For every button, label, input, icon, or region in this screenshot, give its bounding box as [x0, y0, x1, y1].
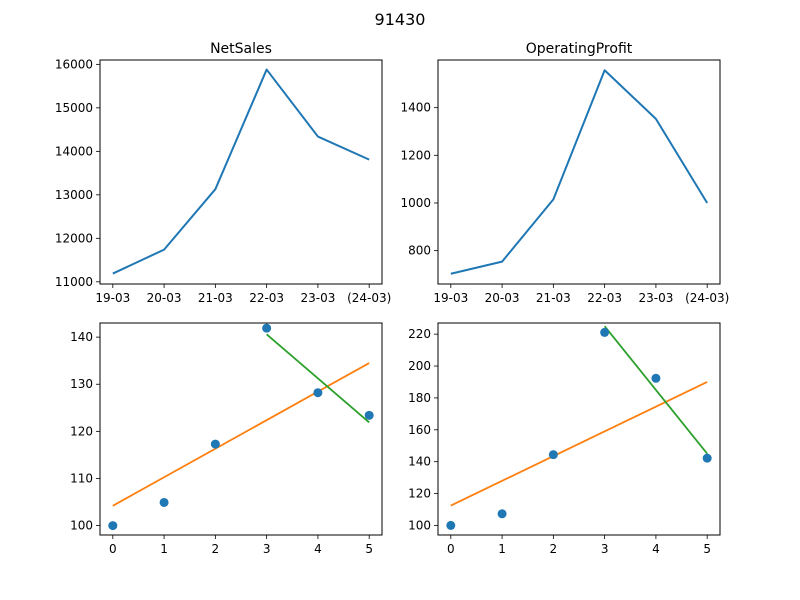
x-tick-label: 20-03	[147, 291, 182, 305]
series-line	[112, 68, 370, 275]
scatter-point	[210, 439, 220, 449]
y-tick-label: 800	[408, 244, 431, 258]
chart-panel-1: NetSales 19-03 20-03 21-03 22-03 23-03 (24-03)…	[55, 41, 391, 305]
x-tick-label: 23-03	[638, 291, 673, 305]
scatter-point	[651, 373, 661, 383]
x-tick-label: (24-03)	[347, 291, 391, 305]
x-tick-label: 3	[601, 542, 609, 556]
y-tick-label: 100	[408, 518, 431, 532]
y-tick-label: 1200	[400, 148, 431, 162]
x-tick-label: 1	[498, 542, 506, 556]
x-tick-label: 23-03	[300, 291, 335, 305]
x-tick-label: 0	[109, 542, 117, 556]
charts-layer: NetSales 19-03 20-03 21-03 22-03 23-03 (24-03)…	[55, 41, 729, 556]
x-tick-label: 5	[703, 542, 711, 556]
y-tick-label: 100	[70, 519, 93, 533]
x-tick-label: 5	[365, 542, 373, 556]
scatter-point	[497, 509, 507, 519]
chart-panel-4: 0 1 2 3 4 5 100 120 140 160 180 200 220	[408, 322, 721, 556]
axes-frame	[99, 322, 383, 536]
x-tick-label: 21-03	[198, 291, 233, 305]
x-tick-label: 4	[314, 542, 322, 556]
chart-title: NetSales	[210, 41, 272, 57]
trend-line-1	[450, 381, 708, 507]
y-tick-label: 140	[70, 330, 93, 344]
figure-suptitle: 91430	[375, 10, 426, 29]
axes-frame	[437, 59, 721, 285]
x-tick-label: 20-03	[485, 291, 520, 305]
scatter-point	[548, 450, 558, 460]
chart-panel-3: 0 1 2 3 4 5 100 110 120 130 140	[70, 322, 383, 556]
scatter-point	[446, 520, 456, 530]
y-tick-label: 1000	[400, 196, 431, 210]
x-tick-label: 1	[160, 542, 168, 556]
axes-frame	[437, 322, 721, 536]
chart-panel-2: OperatingProfit 19-03 20-03 21-03 22-03 23-03…	[400, 41, 729, 305]
scatter-point	[159, 497, 169, 507]
x-tick-label: 22-03	[587, 291, 622, 305]
y-tick-label: 220	[408, 327, 431, 341]
y-tick-label: 13000	[55, 188, 93, 202]
y-tick-label: 120	[408, 487, 431, 501]
scatter-point	[108, 521, 118, 531]
y-tick-label: 120	[70, 424, 93, 438]
y-tick-label: 160	[408, 423, 431, 437]
scatter-point	[600, 327, 610, 337]
y-tick-label: 200	[408, 359, 431, 373]
scatter-point	[313, 388, 323, 398]
trend-line-2	[266, 333, 370, 424]
axes-frame	[99, 59, 383, 285]
x-tick-label: 19-03	[95, 291, 130, 305]
scatter-point	[702, 453, 712, 463]
y-tick-label: 16000	[55, 57, 93, 71]
scatter-point	[364, 410, 374, 420]
x-tick-label: 21-03	[536, 291, 571, 305]
x-tick-label: 22-03	[249, 291, 284, 305]
chart-title: OperatingProfit	[526, 41, 633, 57]
y-tick-label: 12000	[55, 231, 93, 245]
y-tick-label: 180	[408, 391, 431, 405]
y-tick-label: 15000	[55, 101, 93, 115]
series-line	[450, 69, 709, 275]
y-tick-label: 110	[70, 471, 93, 485]
scatter-point	[262, 323, 272, 333]
y-tick-label: 14000	[55, 144, 93, 158]
x-tick-label: 2	[212, 542, 220, 556]
x-tick-label: 19-03	[433, 291, 468, 305]
y-tick-label: 140	[408, 455, 431, 469]
x-tick-label: 2	[550, 542, 558, 556]
x-tick-label: 0	[447, 542, 455, 556]
x-tick-label: (24-03)	[685, 291, 729, 305]
x-tick-label: 4	[652, 542, 660, 556]
y-tick-label: 1400	[400, 101, 431, 115]
trend-line-1	[112, 362, 370, 507]
x-tick-label: 3	[263, 542, 271, 556]
trend-line-2	[603, 325, 708, 455]
y-tick-label: 11000	[55, 275, 93, 289]
y-tick-label: 130	[70, 377, 93, 391]
